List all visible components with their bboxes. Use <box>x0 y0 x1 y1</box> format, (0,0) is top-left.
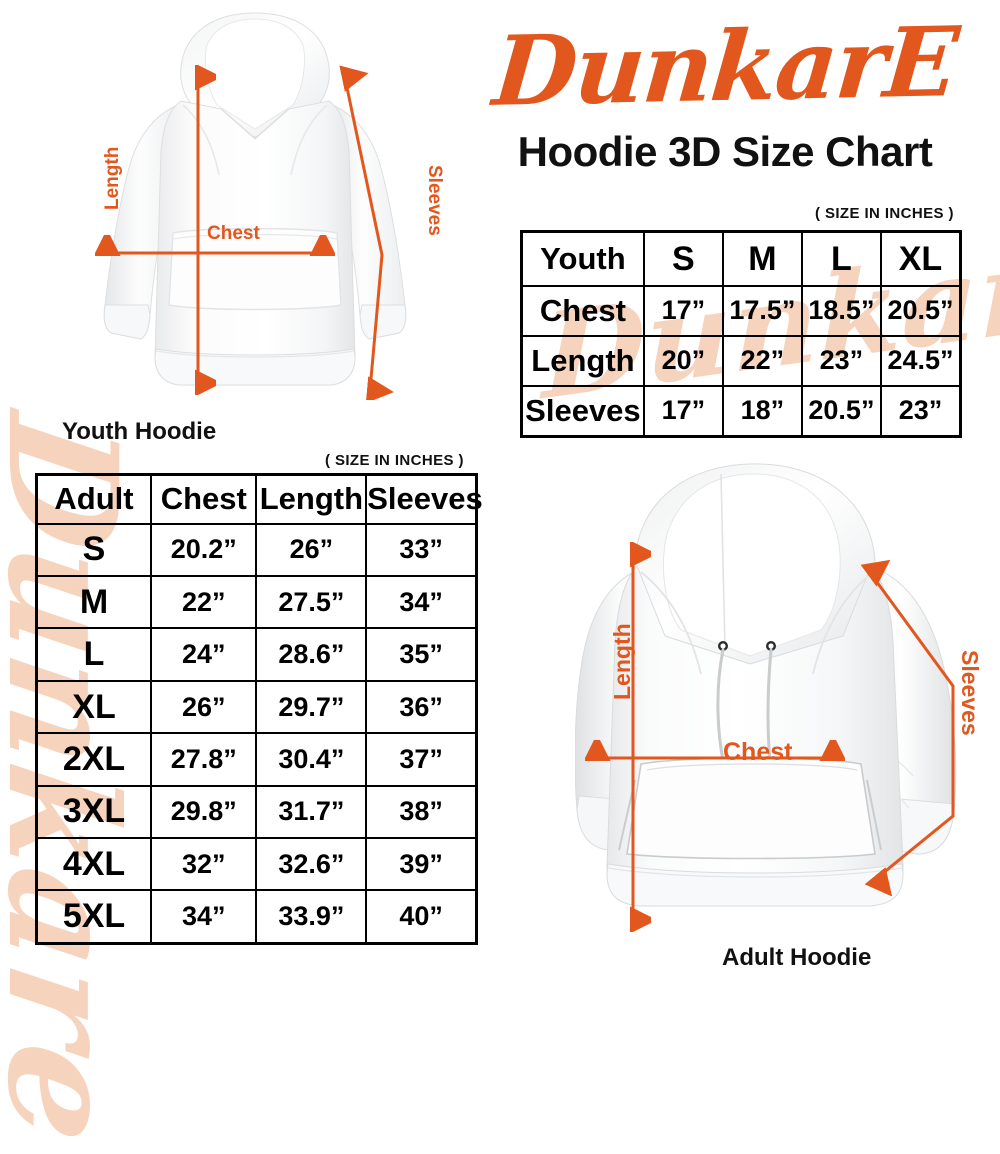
youth-sleeves-xl: 23” <box>879 384 962 438</box>
table-row-header: Youth S M L XL <box>520 230 962 288</box>
youth-sleeves-label: Sleeves <box>424 165 445 236</box>
adult-col-length: Length <box>255 473 368 525</box>
youth-sleeves-s: 17” <box>642 384 724 438</box>
table-row: Length 20” 22” 23” 24.5” <box>520 334 962 387</box>
adult-size-table: Adult Chest Length Sleeves S 20.2” 26” 3… <box>35 473 483 945</box>
table-row: M 22” 27.5” 34” <box>35 575 478 630</box>
youth-size-s: S <box>642 230 724 288</box>
adult-length-s: 26” <box>255 522 368 578</box>
adult-sleeves-5xl: 40” <box>365 889 478 945</box>
adult-length-arrow <box>630 542 651 932</box>
table-row: Chest 17” 17.5” 18.5” 20.5” <box>520 285 962 337</box>
adult-size-3xl: 3XL <box>35 784 153 840</box>
youth-length-xl: 24.5” <box>879 334 962 387</box>
youth-row-label-length: Length <box>520 334 645 387</box>
adult-chest-4xl: 32” <box>150 837 258 892</box>
adult-length-4xl: 32.6” <box>255 837 368 892</box>
table-row: 3XL 29.8” 31.7” 38” <box>35 784 478 840</box>
adult-sleeves-s: 33” <box>365 522 478 578</box>
adult-chest-label: Chest <box>723 738 793 766</box>
youth-length-s: 20” <box>642 334 724 387</box>
youth-row-label-chest: Chest <box>520 285 645 337</box>
adult-length-l: 28.6” <box>255 627 368 682</box>
youth-row-label-sleeves: Sleeves <box>520 384 645 438</box>
adult-hoodie-caption: Adult Hoodie <box>722 944 872 971</box>
adult-chest-2xl: 27.8” <box>150 732 258 787</box>
table-row: XL 26” 29.7” 36” <box>35 679 478 735</box>
youth-corner-label: Youth <box>520 230 645 288</box>
adult-sleeves-label: Sleeves <box>957 650 983 736</box>
youth-chest-m: 17.5” <box>721 285 803 337</box>
adult-chest-l: 24” <box>150 627 258 682</box>
adult-col-chest: Chest <box>150 473 258 525</box>
adult-size-4xl: 4XL <box>35 837 153 892</box>
adult-hoodie-figure: Length Chest Sleeves <box>575 450 1000 950</box>
adult-chest-3xl: 29.8” <box>150 784 258 840</box>
adult-col-sleeves: Sleeves <box>365 473 483 525</box>
youth-size-xl: XL <box>879 230 962 288</box>
youth-length-l: 23” <box>800 334 882 387</box>
size-chart-page: DunkarE Hoodie 3D Size Chart <box>0 5 1000 1154</box>
adult-sleeves-2xl: 37” <box>365 732 478 787</box>
table-row: S 20.2” 26” 33” <box>35 522 478 578</box>
adult-sleeves-arrow <box>860 559 955 896</box>
brand-logo-text: DunkarE <box>489 5 961 128</box>
youth-sleeves-arrow <box>339 65 394 400</box>
page-title: Hoodie 3D Size Chart <box>517 128 933 175</box>
table-row: Sleeves 17” 18” 20.5” 23” <box>520 384 962 438</box>
adult-chest-5xl: 34” <box>150 889 258 945</box>
adult-size-xl: XL <box>35 679 153 735</box>
adult-size-s: S <box>35 522 153 578</box>
adult-chest-s: 20.2” <box>150 522 258 578</box>
adult-length-label: Length <box>609 623 635 700</box>
adult-sleeves-xl: 36” <box>365 679 478 735</box>
youth-chest-arrow <box>95 235 335 256</box>
youth-size-l: L <box>800 230 882 288</box>
adult-chest-xl: 26” <box>150 679 258 735</box>
youth-length-label: Length <box>102 146 123 210</box>
adult-units-note: ( SIZE IN INCHES ) <box>325 452 464 469</box>
adult-sleeves-4xl: 39” <box>365 837 478 892</box>
adult-length-m: 27.5” <box>255 575 368 630</box>
adult-length-5xl: 33.9” <box>255 889 368 945</box>
table-row: 4XL 32” 32.6” 39” <box>35 837 478 892</box>
table-row: L 24” 28.6” 35” <box>35 627 478 682</box>
adult-length-2xl: 30.4” <box>255 732 368 787</box>
youth-chest-label: Chest <box>207 223 260 244</box>
adult-col-size: Adult <box>35 473 153 525</box>
youth-chest-xl: 20.5” <box>879 285 962 337</box>
adult-size-5xl: 5XL <box>35 889 153 945</box>
youth-size-table: Youth S M L XL Chest 17” 17.5” 18.5” 20.… <box>520 230 962 438</box>
table-row: 2XL 27.8” 30.4” 37” <box>35 732 478 787</box>
youth-length-m: 22” <box>721 334 803 387</box>
adult-chest-arrow <box>585 740 845 761</box>
adult-sleeves-m: 34” <box>365 575 478 630</box>
youth-chest-s: 17” <box>642 285 724 337</box>
adult-sleeves-3xl: 38” <box>365 784 478 840</box>
adult-size-l: L <box>35 627 153 682</box>
adult-sleeves-l: 35” <box>365 627 478 682</box>
table-row: 5XL 34” 33.9” 40” <box>35 889 478 945</box>
youth-hoodie-caption: Youth Hoodie <box>62 418 217 445</box>
adult-chest-m: 22” <box>150 575 258 630</box>
youth-size-m: M <box>721 230 803 288</box>
youth-sleeves-m: 18” <box>721 384 803 438</box>
youth-length-arrow <box>195 65 216 395</box>
youth-sleeves-l: 20.5” <box>800 384 882 438</box>
youth-hoodie-figure: Length Chest Sleeves <box>55 5 455 405</box>
table-row-header: Adult Chest Length Sleeves <box>35 473 483 525</box>
adult-length-xl: 29.7” <box>255 679 368 735</box>
brand-logo: DunkarE <box>470 5 980 128</box>
adult-size-m: M <box>35 575 153 630</box>
youth-chest-l: 18.5” <box>800 285 882 337</box>
adult-length-3xl: 31.7” <box>255 784 368 840</box>
adult-size-2xl: 2XL <box>35 732 153 787</box>
youth-units-note: ( SIZE IN INCHES ) <box>815 205 954 222</box>
